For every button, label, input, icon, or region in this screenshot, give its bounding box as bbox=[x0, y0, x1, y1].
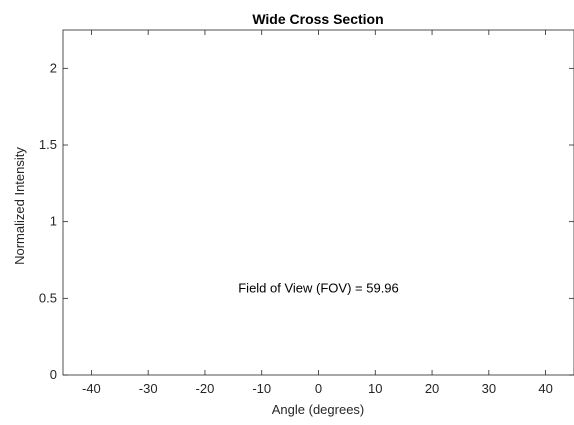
chart-title: Wide Cross Section bbox=[252, 11, 383, 27]
x-tick-label: -20 bbox=[196, 381, 215, 396]
x-tick-label: -30 bbox=[139, 381, 158, 396]
x-tick-label: 40 bbox=[538, 381, 552, 396]
y-tick-label: 0.5 bbox=[39, 290, 57, 305]
y-tick-label: 1.5 bbox=[39, 137, 57, 152]
x-tick-label: 20 bbox=[425, 381, 439, 396]
axes: -40 -30 -20 -10 0 10 20 30 40 0 0.5 1 1.5 2 bbox=[39, 29, 574, 396]
x-axis-label: Angle (degrees) bbox=[272, 402, 365, 417]
y-tick-label: 2 bbox=[50, 60, 57, 75]
y-tick-label: 0 bbox=[50, 367, 57, 382]
annotations: Field of View (FOV) = 59.96 bbox=[238, 280, 399, 295]
x-tick-label: 0 bbox=[315, 381, 322, 396]
axes-box bbox=[62, 29, 574, 376]
x-tick-label: -40 bbox=[82, 381, 101, 396]
x-tick-label: 10 bbox=[368, 381, 382, 396]
y-axis-label: Normalized Intensity bbox=[12, 147, 27, 265]
fov-annotation: Field of View (FOV) = 59.96 bbox=[238, 280, 399, 295]
y-tick-label: 1 bbox=[50, 214, 57, 229]
x-tick-label: -10 bbox=[252, 381, 271, 396]
x-tick-label: 30 bbox=[482, 381, 496, 396]
